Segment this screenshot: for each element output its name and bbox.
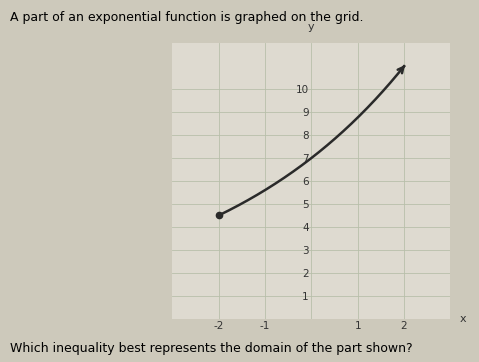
Text: y: y <box>308 22 315 32</box>
Text: Which inequality best represents the domain of the part shown?: Which inequality best represents the dom… <box>10 342 412 355</box>
Text: x: x <box>459 313 466 324</box>
Text: A part of an exponential function is graphed on the grid.: A part of an exponential function is gra… <box>10 11 363 24</box>
